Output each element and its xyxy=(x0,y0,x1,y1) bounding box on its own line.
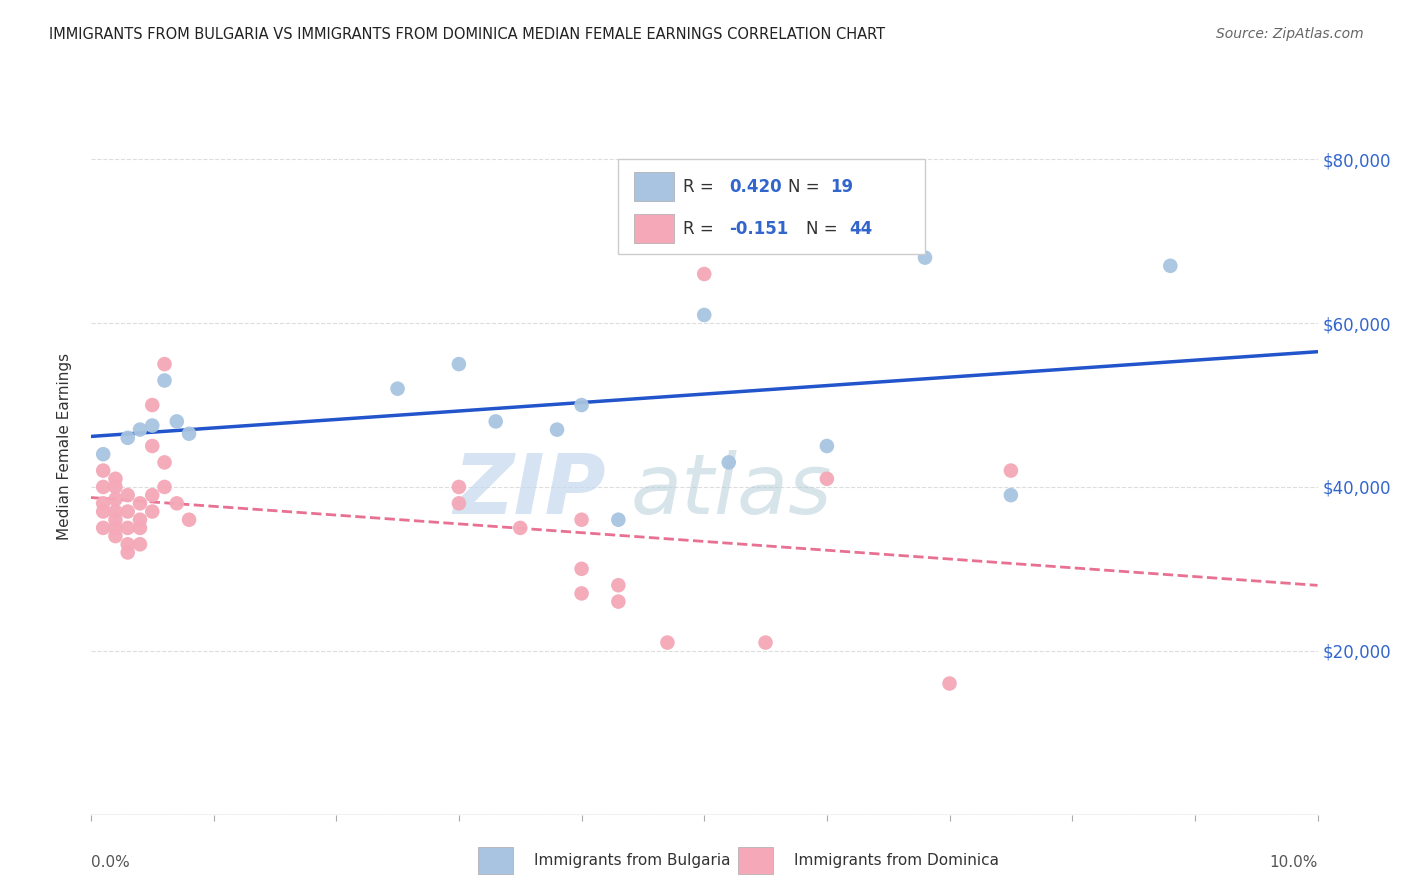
FancyBboxPatch shape xyxy=(634,214,673,244)
Point xyxy=(141,439,163,453)
Point xyxy=(153,480,176,494)
Point xyxy=(91,521,114,535)
Point xyxy=(657,635,679,649)
Point xyxy=(815,439,838,453)
Point xyxy=(447,496,470,510)
Point xyxy=(546,423,568,437)
Point xyxy=(166,414,188,428)
Text: R =: R = xyxy=(683,178,720,195)
Point xyxy=(607,594,630,608)
Text: Source: ZipAtlas.com: Source: ZipAtlas.com xyxy=(1216,27,1364,41)
Bar xyxy=(478,847,513,874)
Y-axis label: Median Female Earnings: Median Female Earnings xyxy=(58,352,72,540)
Point xyxy=(141,488,163,502)
Text: IMMIGRANTS FROM BULGARIA VS IMMIGRANTS FROM DOMINICA MEDIAN FEMALE EARNINGS CORR: IMMIGRANTS FROM BULGARIA VS IMMIGRANTS F… xyxy=(49,27,886,42)
Bar xyxy=(738,847,773,874)
Point xyxy=(177,426,200,441)
Point xyxy=(717,455,740,469)
Point xyxy=(153,357,176,371)
Point xyxy=(129,423,152,437)
Point xyxy=(1000,464,1022,478)
FancyBboxPatch shape xyxy=(634,172,673,202)
Text: 44: 44 xyxy=(849,219,872,237)
Point xyxy=(129,513,152,527)
Point xyxy=(914,251,936,265)
Point xyxy=(938,676,960,690)
Point xyxy=(177,513,200,527)
Point xyxy=(571,513,593,527)
Point xyxy=(141,504,163,518)
Point xyxy=(129,521,152,535)
Point xyxy=(571,398,593,412)
Text: -0.151: -0.151 xyxy=(728,219,787,237)
Point xyxy=(571,562,593,576)
Point xyxy=(104,513,127,527)
Point xyxy=(117,545,139,559)
Point xyxy=(117,504,139,518)
FancyBboxPatch shape xyxy=(619,159,925,254)
Point xyxy=(91,480,114,494)
Text: N =: N = xyxy=(806,219,844,237)
Text: Immigrants from Bulgaria: Immigrants from Bulgaria xyxy=(534,854,731,868)
Text: 0.0%: 0.0% xyxy=(91,855,129,870)
Point xyxy=(571,586,593,600)
Point xyxy=(117,521,139,535)
Point xyxy=(485,414,508,428)
Point xyxy=(607,513,630,527)
Point xyxy=(693,267,716,281)
Point xyxy=(509,521,531,535)
Point xyxy=(153,455,176,469)
Text: ZIP: ZIP xyxy=(454,450,606,531)
Text: 10.0%: 10.0% xyxy=(1270,855,1317,870)
Text: N =: N = xyxy=(787,178,824,195)
Text: R =: R = xyxy=(683,219,720,237)
Point xyxy=(91,504,114,518)
Point xyxy=(693,308,716,322)
Point xyxy=(754,635,776,649)
Point xyxy=(141,398,163,412)
Point xyxy=(104,529,127,543)
Point xyxy=(153,374,176,388)
Point xyxy=(387,382,409,396)
Point xyxy=(104,480,127,494)
Text: 19: 19 xyxy=(831,178,853,195)
Point xyxy=(129,537,152,551)
Point xyxy=(104,504,127,518)
Point xyxy=(129,496,152,510)
Point xyxy=(117,431,139,445)
Point xyxy=(104,472,127,486)
Point xyxy=(815,472,838,486)
Point xyxy=(166,496,188,510)
Text: 0.420: 0.420 xyxy=(728,178,782,195)
Point xyxy=(1000,488,1022,502)
Point xyxy=(117,488,139,502)
Point xyxy=(141,418,163,433)
Text: atlas: atlas xyxy=(631,450,832,531)
Point xyxy=(447,357,470,371)
Point xyxy=(1159,259,1181,273)
Point xyxy=(104,521,127,535)
Point xyxy=(104,492,127,507)
Point xyxy=(91,447,114,461)
Point xyxy=(91,464,114,478)
Point xyxy=(91,496,114,510)
Point xyxy=(607,578,630,592)
Text: Immigrants from Dominica: Immigrants from Dominica xyxy=(794,854,1000,868)
Point xyxy=(117,537,139,551)
Point xyxy=(447,480,470,494)
